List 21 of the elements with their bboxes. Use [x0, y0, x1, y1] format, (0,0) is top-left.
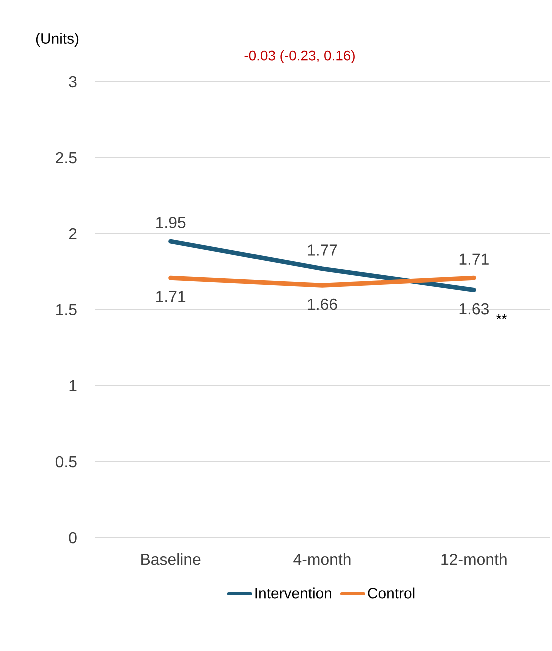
- y-tick-label: 1: [70, 380, 77, 392]
- y-tick-label: 3: [69, 76, 77, 88]
- y-tick-label: 1.5: [56, 304, 77, 316]
- y-tick-label: 0.5: [56, 456, 77, 468]
- text: -0.03 (-0.23, 0.16): [244, 50, 355, 64]
- y-tick-label: 2: [69, 228, 77, 240]
- annotation: **: [496, 314, 508, 320]
- legend-label: Control: [368, 588, 415, 599]
- data-label: 1.63: [460, 303, 489, 315]
- y-tick-label: 2.5: [56, 152, 77, 164]
- data-label: 1.71: [156, 291, 186, 302]
- data-label: 1.71: [460, 254, 489, 265]
- y-axis-title: (Units): [36, 33, 79, 47]
- data-label: 1.95: [156, 217, 186, 228]
- y-tick-label: 0: [69, 532, 77, 544]
- data-label: 1.66: [308, 298, 338, 310]
- x-tick-label: 12-month: [442, 554, 507, 566]
- legend-label: Intervention: [256, 588, 332, 599]
- x-tick-label: Baseline: [142, 554, 201, 566]
- x-tick-label: 4-month: [294, 554, 351, 566]
- data-label: 1.77: [308, 244, 338, 256]
